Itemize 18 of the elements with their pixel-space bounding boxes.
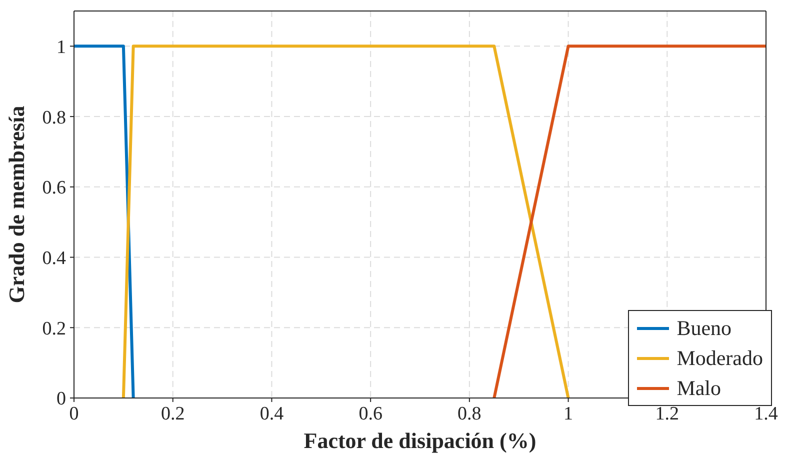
legend-label: Bueno — [676, 315, 732, 342]
y-tick-label: 0.2 — [42, 318, 66, 340]
x-axis-title: Factor de disipación (%) — [304, 428, 536, 453]
x-tick-label: 1.2 — [655, 403, 680, 424]
x-tick-label: 0.4 — [260, 403, 284, 424]
x-tick-label: 1 — [564, 403, 574, 424]
y-tick-label: 0.8 — [42, 107, 66, 128]
y-tick-label: 0.6 — [42, 178, 66, 199]
x-tick-label: 0.8 — [458, 403, 482, 424]
y-tick-label: 0.4 — [42, 248, 66, 270]
x-tick-label: 0.2 — [160, 403, 185, 424]
legend-label: Malo — [676, 375, 722, 402]
y-tick-label: 1 — [56, 36, 66, 58]
y-tick-label: 0 — [56, 388, 66, 410]
y-axis-title: Grado de membresía — [4, 106, 29, 304]
x-tick-label: 0.6 — [358, 403, 382, 424]
legend-label: Moderado — [676, 345, 763, 372]
x-tick-label: 1.4 — [754, 403, 778, 424]
